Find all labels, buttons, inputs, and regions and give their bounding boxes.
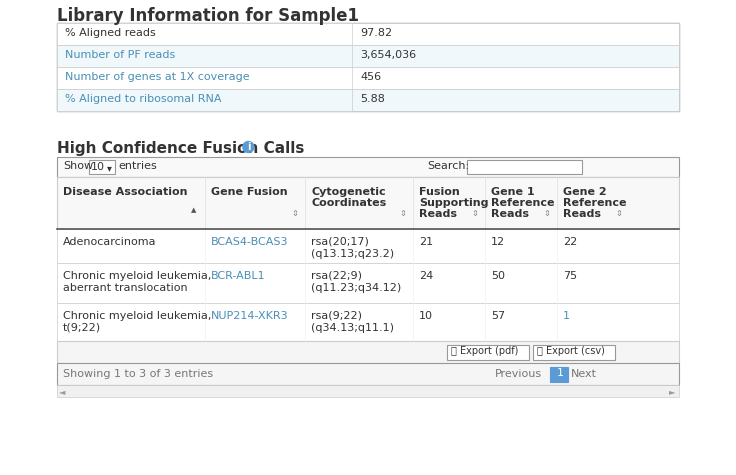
Bar <box>57 23 679 45</box>
Text: Search:: Search: <box>427 161 469 171</box>
Text: (q11.23;q34.12): (q11.23;q34.12) <box>311 283 401 293</box>
Bar <box>57 45 679 67</box>
Text: Show: Show <box>63 161 93 171</box>
Text: Gene Fusion: Gene Fusion <box>211 187 288 197</box>
Text: ▾: ▾ <box>107 163 112 173</box>
Text: % Aligned reads: % Aligned reads <box>65 28 156 38</box>
Text: rsa(9;22): rsa(9;22) <box>311 311 362 321</box>
Text: Chronic myeloid leukemia,: Chronic myeloid leukemia, <box>63 271 211 281</box>
Text: High Confidence Fusion Calls: High Confidence Fusion Calls <box>57 141 305 156</box>
Text: (q34.13;q11.1): (q34.13;q11.1) <box>311 323 394 333</box>
Text: 97.82: 97.82 <box>360 28 392 38</box>
Text: Chronic myeloid leukemia,: Chronic myeloid leukemia, <box>63 311 211 321</box>
Text: 10: 10 <box>91 162 105 172</box>
Bar <box>533 345 615 360</box>
Text: Supporting: Supporting <box>419 198 489 208</box>
Bar <box>57 341 679 363</box>
Text: (q13.13;q23.2): (q13.13;q23.2) <box>311 249 394 259</box>
Bar <box>57 303 679 341</box>
Text: ⇕: ⇕ <box>543 209 550 218</box>
Text: ⇕: ⇕ <box>471 209 478 218</box>
Text: 24: 24 <box>419 271 434 281</box>
Text: ▲: ▲ <box>191 207 197 213</box>
Text: 22: 22 <box>563 237 577 247</box>
Circle shape <box>243 142 254 152</box>
Text: 1: 1 <box>557 368 564 378</box>
Text: aberrant translocation: aberrant translocation <box>63 283 188 293</box>
Text: ◄: ◄ <box>59 387 66 396</box>
Bar <box>57 89 679 111</box>
Bar <box>57 263 679 303</box>
Text: Fusion: Fusion <box>419 187 460 197</box>
Bar <box>57 67 679 89</box>
Text: Gene 1: Gene 1 <box>491 187 534 197</box>
Text: Next: Next <box>571 369 597 379</box>
Text: ►: ► <box>669 387 676 396</box>
Bar <box>57 229 679 263</box>
Text: Reads: Reads <box>563 209 601 219</box>
Bar <box>550 367 568 382</box>
Text: Gene 2: Gene 2 <box>563 187 606 197</box>
Text: 456: 456 <box>360 72 381 82</box>
Bar <box>57 23 352 45</box>
Text: t(9;22): t(9;22) <box>63 323 101 333</box>
Text: Reference: Reference <box>563 198 626 208</box>
Text: Adenocarcinoma: Adenocarcinoma <box>63 237 157 247</box>
Text: Reads: Reads <box>491 209 529 219</box>
Text: Coordinates: Coordinates <box>311 198 386 208</box>
Bar <box>57 45 352 67</box>
Text: 12: 12 <box>491 237 505 247</box>
Text: 3,654,036: 3,654,036 <box>360 50 416 60</box>
Text: % Aligned to ribosomal RNA: % Aligned to ribosomal RNA <box>65 94 222 104</box>
Text: Cytogenetic: Cytogenetic <box>311 187 386 197</box>
Text: rsa(20;17): rsa(20;17) <box>311 237 369 247</box>
Text: i: i <box>247 142 250 152</box>
Bar <box>57 385 679 397</box>
Bar <box>447 345 529 360</box>
Text: 50: 50 <box>491 271 505 281</box>
Bar <box>57 157 679 177</box>
Text: NUP214-XKR3: NUP214-XKR3 <box>211 311 289 321</box>
Text: 75: 75 <box>563 271 577 281</box>
Text: Number of genes at 1X coverage: Number of genes at 1X coverage <box>65 72 250 82</box>
Bar <box>57 177 679 229</box>
Text: 57: 57 <box>491 311 505 321</box>
Bar <box>57 89 352 111</box>
Text: Reference: Reference <box>491 198 554 208</box>
Text: 10: 10 <box>419 311 433 321</box>
Text: Reads: Reads <box>419 209 457 219</box>
Bar <box>57 363 679 385</box>
Bar <box>467 160 582 174</box>
Text: ⇕: ⇕ <box>291 209 298 218</box>
Text: Previous: Previous <box>495 369 542 379</box>
Text: ⎘ Export (pdf): ⎘ Export (pdf) <box>451 346 518 356</box>
Text: ⇕: ⇕ <box>399 209 406 218</box>
Text: Showing 1 to 3 of 3 entries: Showing 1 to 3 of 3 entries <box>63 369 213 379</box>
Text: 5.88: 5.88 <box>360 94 385 104</box>
Text: BCAS4-BCAS3: BCAS4-BCAS3 <box>211 237 289 247</box>
Text: rsa(22;9): rsa(22;9) <box>311 271 362 281</box>
Text: 21: 21 <box>419 237 433 247</box>
Text: ⇕: ⇕ <box>615 209 622 218</box>
Text: entries: entries <box>118 161 157 171</box>
Text: Number of PF reads: Number of PF reads <box>65 50 175 60</box>
Bar <box>57 23 679 111</box>
Bar <box>89 160 115 174</box>
Text: Library Information for Sample1: Library Information for Sample1 <box>57 7 359 25</box>
Bar <box>57 67 352 89</box>
Text: BCR-ABL1: BCR-ABL1 <box>211 271 266 281</box>
Text: ␐ Export (csv): ␐ Export (csv) <box>537 346 605 356</box>
Text: 1: 1 <box>563 311 570 321</box>
Text: Disease Association: Disease Association <box>63 187 188 197</box>
